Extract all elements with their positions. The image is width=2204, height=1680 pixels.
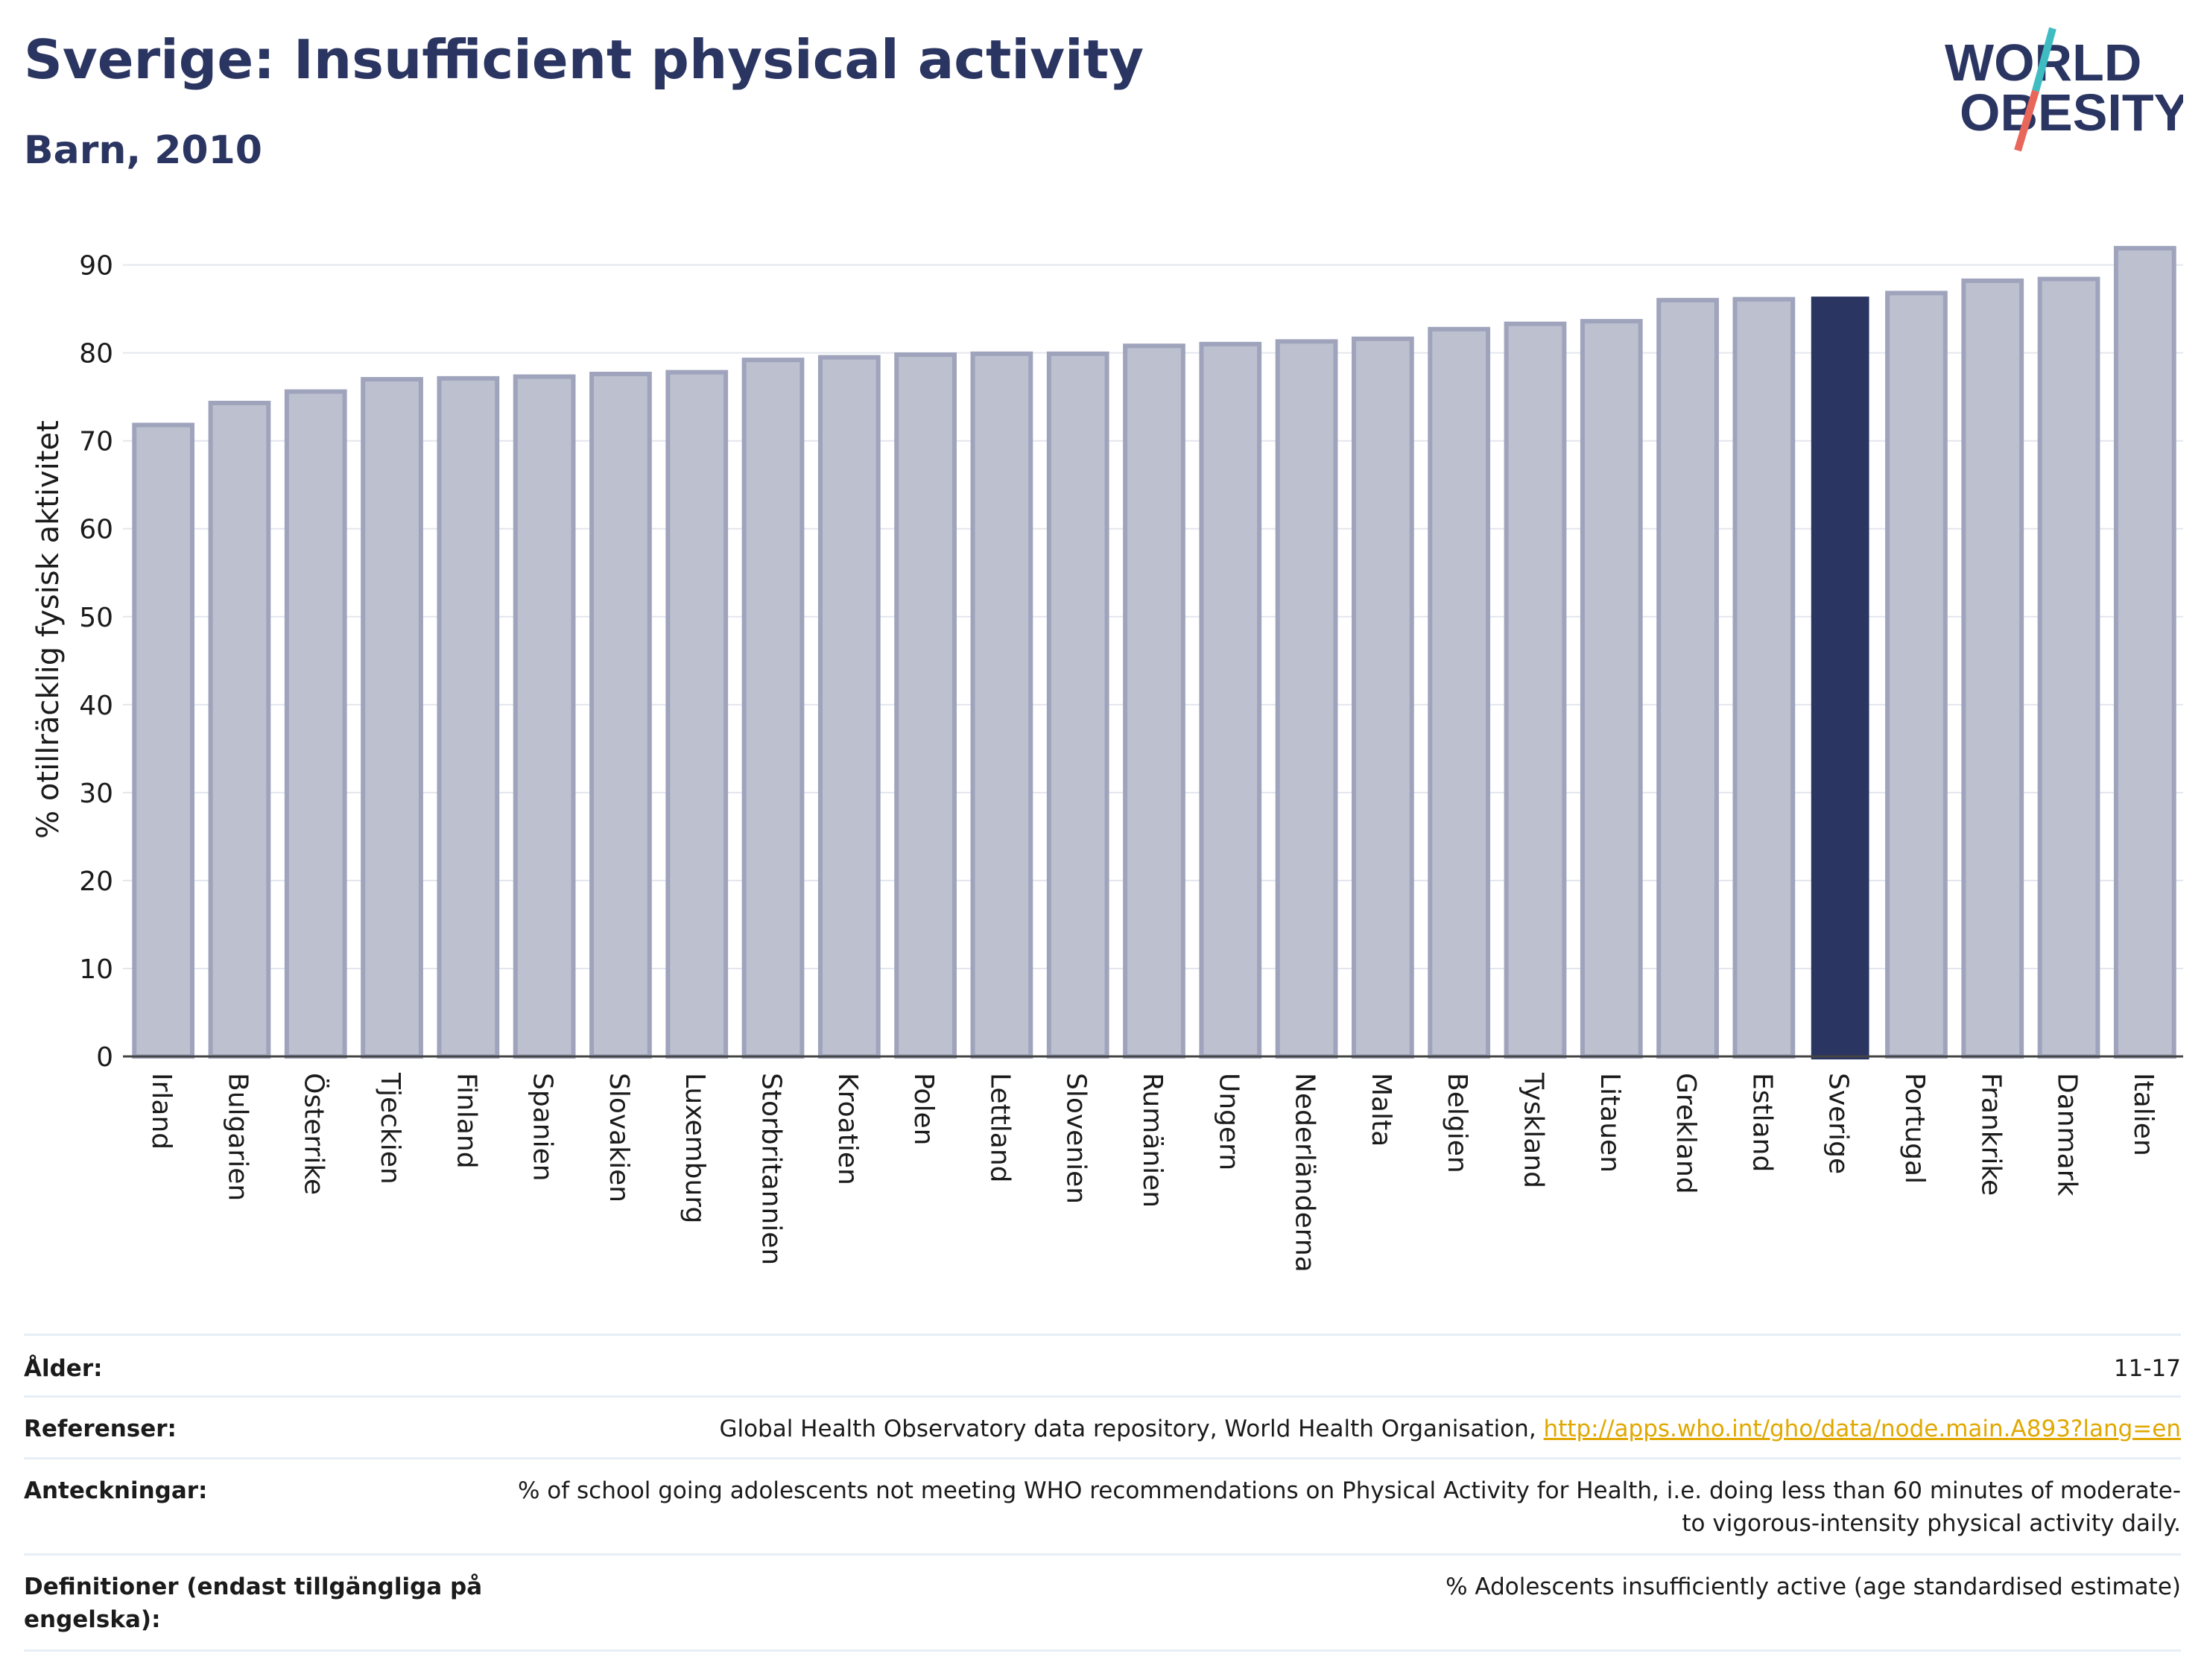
y-tick-label: 40 [79, 691, 113, 721]
meta-row-references: Referenser: Global Health Observatory da… [24, 1395, 2181, 1457]
meta-value: 11-17 [2113, 1355, 2181, 1382]
x-tick-label: Luxemburg [680, 1073, 710, 1223]
logo-line2: OBESITY [1960, 83, 2183, 142]
bar-storbritannien [741, 358, 805, 1059]
bar-grekland [1656, 297, 1719, 1059]
bar-polen [894, 352, 957, 1059]
bar-tyskland [1504, 321, 1567, 1059]
x-tick-label: Ungern [1213, 1073, 1244, 1170]
metadata-table: Ålder: 11-17 Referenser: Global Health O… [24, 1334, 2181, 1652]
bar-rumänien [1123, 343, 1185, 1059]
bar-danmark [2037, 276, 2100, 1059]
bar-bulgarien [208, 400, 271, 1059]
y-tick-label: 50 [79, 603, 113, 633]
x-tick-label: Litauen [1595, 1073, 1625, 1173]
chart-subtitle: Barn, 2010 [24, 128, 262, 173]
logo-slash-teal [2032, 27, 2056, 92]
meta-label: Anteckningar: [24, 1477, 208, 1504]
y-tick-label: 20 [79, 866, 113, 897]
x-tick-label: Kroatien [832, 1073, 863, 1185]
x-tick-labels: Irland Bulgarien Österrike Tjeckien Finland S… [146, 1072, 2159, 1272]
x-tick-label: Storbritannien [756, 1073, 787, 1265]
bar-italien [2113, 246, 2176, 1059]
x-tick-label: Rumänien [1137, 1073, 1168, 1208]
x-tick-label: Slovenien [1061, 1073, 1092, 1204]
logo-slash-red [2014, 89, 2039, 152]
meta-value: Global Health Observatory data repositor… [501, 1413, 2181, 1445]
bar-lettland [970, 351, 1033, 1059]
x-tick-label: Estland [1747, 1073, 1777, 1172]
x-tick-label: Danmark [2052, 1073, 2083, 1196]
meta-row-age: Ålder: 11-17 [24, 1334, 2181, 1395]
x-tick-label: Tjeckien [375, 1072, 405, 1185]
x-tick-label: Tyskland [1518, 1072, 1548, 1188]
bar-nederländerna [1275, 339, 1338, 1059]
bar-kroatien [817, 355, 881, 1059]
bars [132, 246, 2176, 1059]
bar-malta [1352, 336, 1414, 1059]
meta-value: % of school going adolescents not meetin… [517, 1477, 2181, 1537]
x-tick-label: Bulgarien [222, 1073, 253, 1201]
chart-title: Sverige: Insufficient physical activity [24, 28, 1144, 91]
bar-belgien [1428, 326, 1491, 1059]
meta-label: Definitioner (endast tillgängliga på eng… [24, 1573, 483, 1633]
reference-text: Global Health Observatory data repositor… [719, 1416, 1544, 1442]
bar-litauen [1580, 319, 1643, 1059]
bar-spanien [513, 374, 576, 1059]
y-tick-labels: 0 10 20 30 40 50 60 70 80 90 [79, 251, 113, 1073]
x-tick-label: Österrike [299, 1073, 330, 1195]
meta-label: Ålder: [24, 1355, 103, 1382]
x-tick-label: Grekland [1671, 1073, 1701, 1194]
y-tick-label: 30 [79, 779, 113, 809]
meta-value: % Adolescents insufficiently active (age… [1445, 1573, 2181, 1600]
bar-tjeckien [361, 377, 423, 1059]
x-tick-label: Slovakien [604, 1073, 634, 1202]
y-tick-label: 80 [79, 339, 113, 370]
x-tick-label: Sverige [1823, 1073, 1854, 1174]
bar-chart: 0 10 20 30 40 50 60 70 80 90 Irland Bulgarien Öster… [31, 246, 2183, 1272]
x-tick-label: Polen [908, 1073, 939, 1145]
y-tick-label: 60 [79, 515, 113, 545]
bar-österrike [284, 389, 347, 1059]
x-tick-label: Frankrike [1975, 1073, 2006, 1196]
x-tick-label: Spanien [528, 1073, 558, 1182]
bar-finland [437, 375, 500, 1059]
y-tick-label: 10 [79, 954, 113, 985]
x-tick-label: Malta [1366, 1073, 1396, 1147]
bar-sverige [1811, 297, 1869, 1059]
y-tick-label: 90 [79, 251, 113, 282]
bar-slovakien [589, 371, 652, 1059]
x-tick-label: Irland [146, 1073, 177, 1150]
bar-estland [1732, 297, 1796, 1059]
world-obesity-logo: WORLD OBESITY [1945, 27, 2183, 152]
y-axis-label: % otillräcklig fysisk aktivitet [31, 420, 66, 839]
x-tick-label: Finland [451, 1073, 481, 1169]
reference-link[interactable]: http://apps.who.int/gho/data/node.main.A… [1543, 1416, 2181, 1442]
x-tick-label: Italien [2128, 1073, 2159, 1156]
x-tick-label: Belgien [1442, 1073, 1472, 1173]
bar-portugal [1885, 291, 1948, 1059]
x-tick-label: Portugal [1899, 1073, 1930, 1184]
bar-slovenien [1046, 351, 1109, 1059]
bar-irland [132, 422, 195, 1059]
meta-row-notes: Anteckningar: % of school going adolesce… [24, 1457, 2181, 1553]
meta-label: Referenser: [24, 1416, 177, 1442]
meta-row-definitions: Definitioner (endast tillgängliga på eng… [24, 1553, 2181, 1652]
y-tick-label: 70 [79, 427, 113, 457]
bar-ungern [1199, 341, 1262, 1059]
bar-luxemburg [665, 370, 729, 1059]
bar-frankrike [1961, 278, 2024, 1059]
y-tick-label: 0 [96, 1042, 113, 1073]
x-tick-label: Lettland [984, 1073, 1015, 1183]
x-tick-label: Nederländerna [1290, 1073, 1320, 1272]
